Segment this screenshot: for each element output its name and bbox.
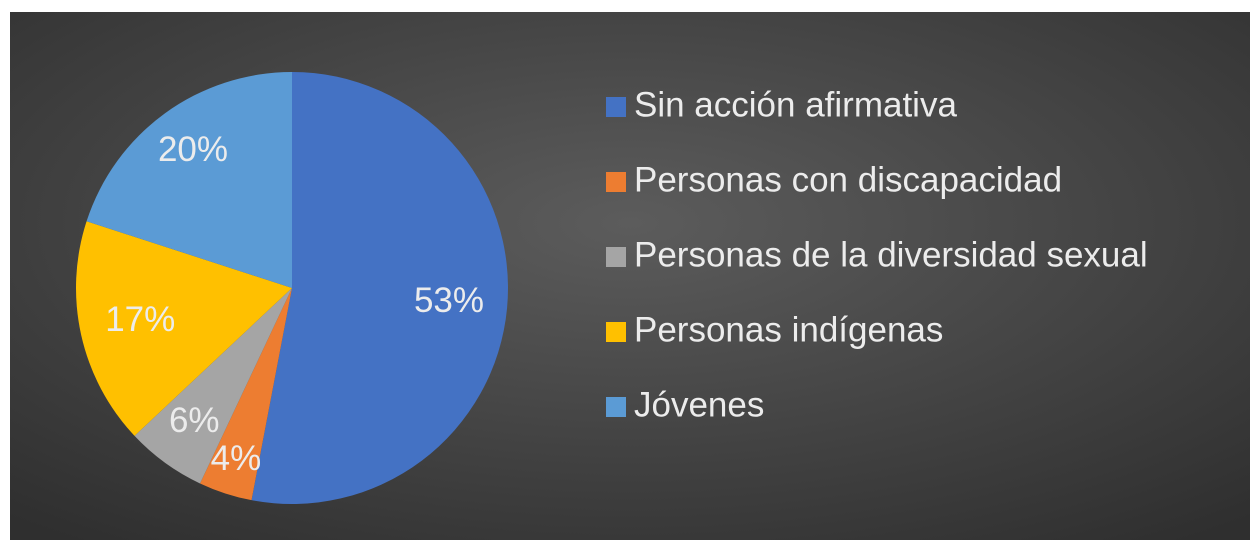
legend-label: Jóvenes: [634, 385, 764, 424]
data-label: 4%: [211, 439, 262, 478]
pie-slice: [251, 72, 508, 504]
legend-label: Personas con discapacidad: [634, 160, 1062, 199]
data-label: 17%: [105, 300, 175, 339]
legend-label: Personas de la diversidad sexual: [634, 235, 1148, 274]
data-label: 53%: [414, 281, 484, 320]
legend-swatch: [606, 397, 626, 417]
pie-slice: [86, 72, 292, 288]
pie-slice: [76, 221, 293, 436]
legend-swatch: [606, 172, 626, 192]
legend-swatch: [606, 247, 626, 267]
pie-slice: [200, 288, 292, 501]
legend-label: Personas indígenas: [634, 310, 943, 349]
data-label: 20%: [158, 130, 228, 169]
legend-label: Sin acción afirmativa: [634, 85, 957, 124]
legend-swatch: [606, 322, 626, 342]
pie-slice: [134, 288, 292, 484]
data-label: 6%: [169, 401, 220, 440]
legend-swatch: [606, 97, 626, 117]
